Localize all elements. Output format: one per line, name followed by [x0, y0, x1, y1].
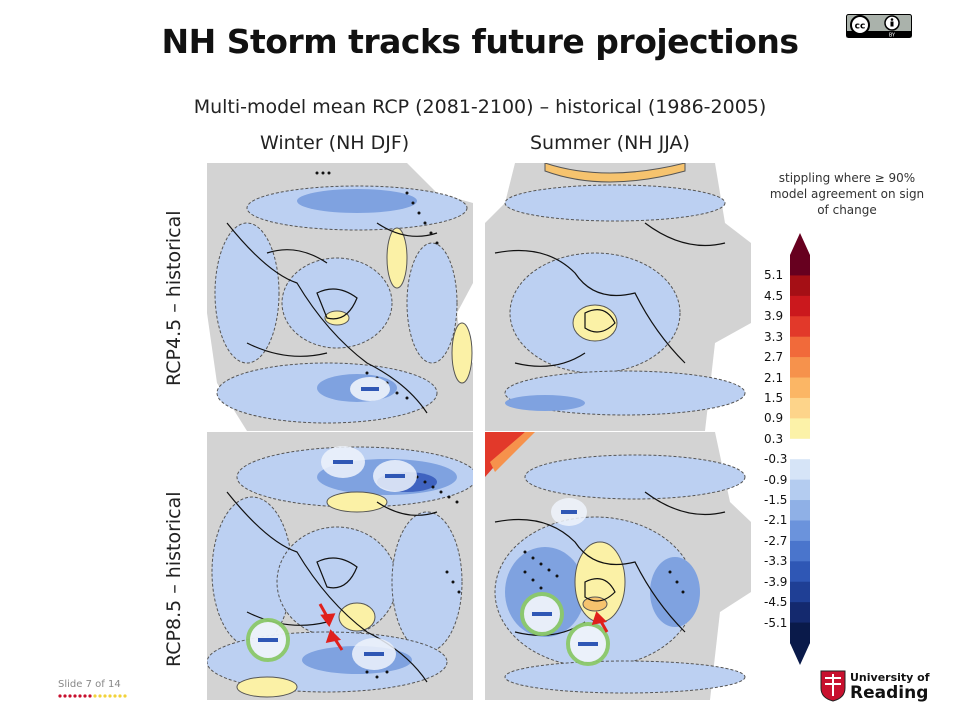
colorbar-tick-label: 0.3 — [764, 431, 784, 446]
colorbar-segment — [790, 500, 810, 521]
slide-dot — [98, 694, 102, 698]
slide-dot — [103, 694, 107, 698]
colorbar-tick-label: 0.9 — [764, 411, 784, 426]
slide-dot — [73, 694, 77, 698]
colorbar-segment — [790, 459, 810, 481]
colorbar-segment — [790, 316, 810, 338]
map-panel-winter-rcp85 — [207, 432, 473, 700]
colorbar-tick-label: 3.3 — [764, 329, 784, 344]
slide-dot — [118, 694, 122, 698]
colorbar-segment — [790, 540, 810, 562]
colorbar-tick-label: -5.1 — [764, 615, 788, 630]
colorbar — [790, 233, 810, 665]
slide-dot — [108, 694, 112, 698]
colorbar-segment — [790, 255, 810, 276]
colorbar-bottom-extension — [790, 643, 810, 665]
colorbar-segment — [790, 479, 810, 501]
slide-title: NH Storm tracks future projections — [161, 22, 799, 61]
slide-dot — [123, 694, 127, 698]
minus-sign-icon — [258, 638, 278, 642]
university-crest-icon — [820, 670, 846, 702]
slide-number: Slide 7 of 14 — [58, 679, 121, 690]
colorbar-segment — [790, 397, 810, 419]
colorbar-tick-label: -3.3 — [764, 554, 788, 569]
minus-sign-icon — [361, 387, 379, 391]
colorbar-tick-label: -1.5 — [764, 493, 788, 508]
colorbar-segment — [790, 336, 810, 358]
minus-sign-icon — [532, 612, 552, 616]
colorbar-segment — [790, 418, 810, 440]
minus-sign-icon — [578, 642, 598, 646]
colorbar-tick-label: -4.5 — [764, 595, 788, 610]
colorbar-segment — [790, 520, 810, 542]
colorbar-segment — [790, 295, 810, 317]
colorbar-tick-label: 5.1 — [764, 268, 784, 283]
slide-dot — [113, 694, 117, 698]
slide-dot — [93, 694, 97, 698]
colorbar-segment — [790, 377, 810, 399]
cc-text: cc — [855, 22, 866, 32]
colorbar-tick-label: -0.9 — [764, 472, 788, 487]
colorbar-tick-label: 3.9 — [764, 309, 784, 324]
slide-dot — [58, 694, 62, 698]
stippling-note: stippling where ≥ 90% model agreement on… — [769, 171, 925, 217]
minus-sign-icon — [333, 460, 353, 464]
minus-sign-icon — [561, 510, 577, 514]
colorbar-segment — [790, 622, 810, 644]
row-label-rcp85: RCP8.5 – historical — [163, 491, 185, 667]
map-panel-summer-rcp45 — [485, 163, 751, 431]
colorbar-top-extension — [790, 233, 810, 255]
creative-commons-by-icon: cc BY — [846, 14, 912, 38]
by-text: BY — [889, 33, 896, 39]
colorbar-tick-label: 2.1 — [764, 370, 784, 385]
colorbar-segment — [790, 438, 810, 460]
institution-name-line2: Reading — [850, 683, 929, 703]
colorbar-tick-label: 1.5 — [764, 390, 784, 405]
colorbar-tick-label: -2.1 — [764, 513, 788, 528]
colorbar-segment — [790, 561, 810, 583]
slide-dot — [63, 694, 67, 698]
colorbar-tick-label: -3.9 — [764, 574, 788, 589]
map-panel-summer-rcp85 — [485, 432, 751, 700]
slide-number-current: Slide 7 — [58, 679, 92, 690]
slide-number-total: of 14 — [95, 679, 121, 690]
row-label-rcp45: RCP4.5 – historical — [163, 210, 185, 386]
column-title-winter: Winter (NH DJF) — [260, 132, 410, 154]
slide-subtitle: Multi-model mean RCP (2081-2100) – histo… — [193, 96, 767, 118]
slide-dot — [88, 694, 92, 698]
red-arrow-icon — [591, 611, 609, 633]
colorbar-segment — [790, 581, 810, 603]
institution-name-line1: University of — [850, 671, 930, 684]
red-arrow-icon — [318, 603, 344, 651]
slide-dot — [78, 694, 82, 698]
colorbar-segment — [790, 275, 810, 297]
map-panel-winter-rcp45 — [207, 163, 473, 431]
colorbar-tick-label: 2.7 — [764, 350, 784, 365]
colorbar-segment — [790, 357, 810, 379]
column-title-summer: Summer (NH JJA) — [530, 132, 690, 154]
minus-sign-icon — [364, 652, 384, 656]
colorbar-tick-label: -0.3 — [764, 452, 788, 467]
minus-sign-icon — [385, 474, 405, 478]
colorbar-segment — [790, 602, 810, 624]
colorbar-tick-label: 4.5 — [764, 288, 784, 303]
slide-progress-dots — [58, 694, 127, 698]
colorbar-tick-label: -2.7 — [764, 533, 788, 548]
slide-dot — [68, 694, 72, 698]
slide-dot — [83, 694, 87, 698]
